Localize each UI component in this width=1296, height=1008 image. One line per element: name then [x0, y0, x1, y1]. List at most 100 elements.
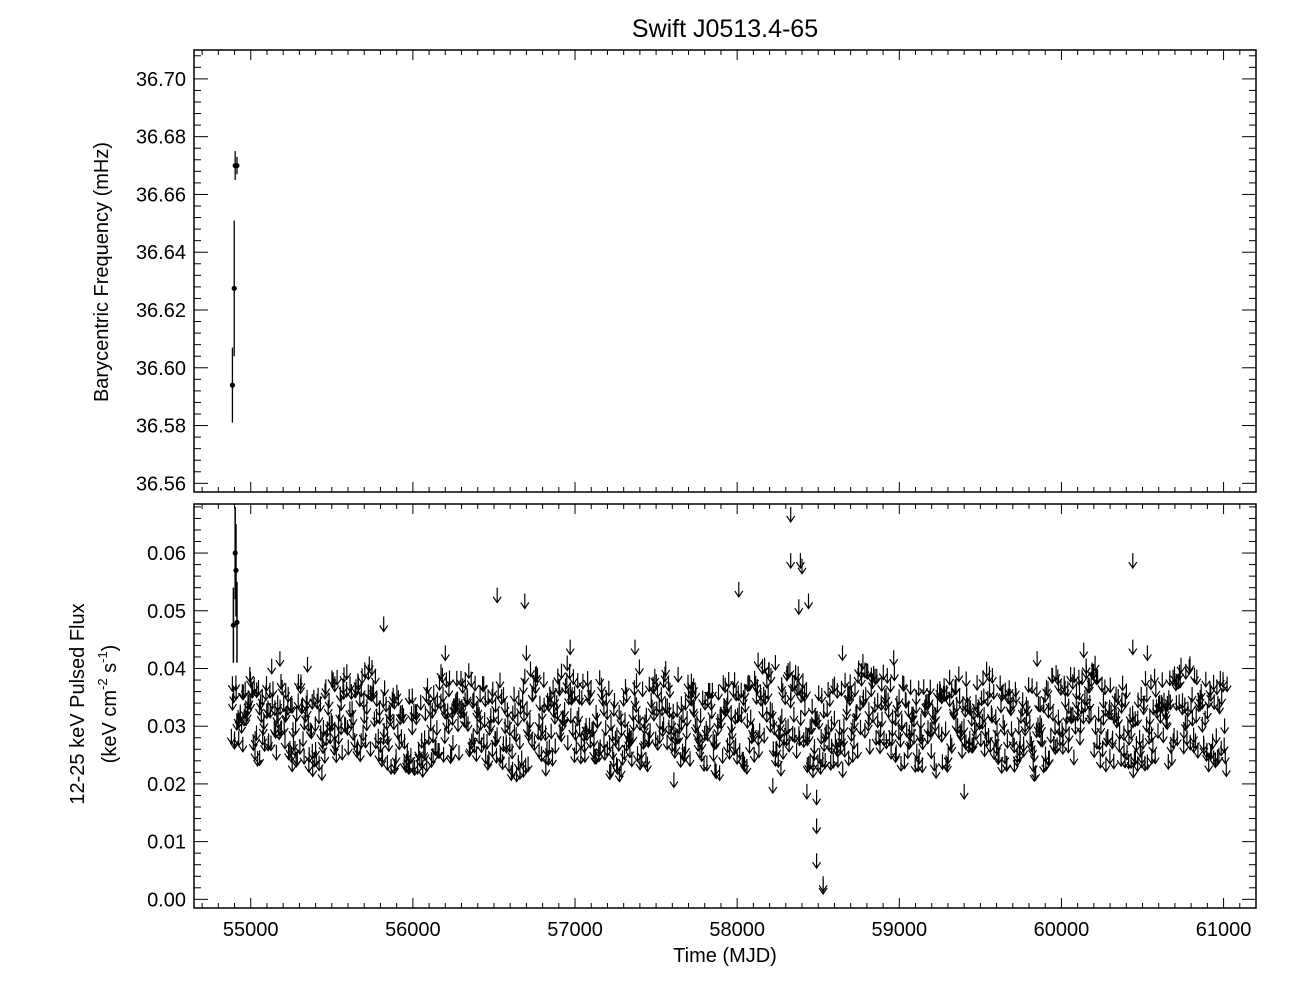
upper-limit-arrow: [933, 697, 942, 714]
upper-limit-arrow: [259, 714, 269, 731]
upper-limit-arrow: [903, 743, 913, 760]
upper-limit-arrow: [707, 703, 717, 720]
upper-limit-arrow: [629, 715, 639, 732]
upper-limit-arrow: [664, 702, 674, 719]
upper-limit-arrow: [924, 693, 933, 710]
upper-limit-arrow: [246, 695, 256, 712]
upper-limit-arrow: [443, 703, 453, 720]
upper-limit-arrow: [723, 689, 733, 706]
upper-limit-arrow: [731, 737, 741, 754]
upper-limit-arrow: [768, 712, 778, 729]
upper-limit-arrow: [555, 723, 565, 740]
upper-limit-arrow: [342, 664, 352, 681]
upper-limit-arrow: [919, 679, 929, 696]
upper-limit-arrow: [523, 756, 533, 773]
upper-limit-arrow: [227, 676, 237, 693]
upper-limit-arrow: [1101, 756, 1111, 773]
upper-limit-arrow: [883, 692, 893, 709]
upper-limit-arrow: [1086, 706, 1096, 723]
upper-limit-arrow: [653, 682, 662, 699]
upper-limit-arrow: [630, 692, 640, 709]
upper-limit-arrow: [726, 717, 736, 734]
upper-limit-arrow: [1133, 756, 1143, 773]
bottom-y-tick-labels: 0.00 0.01 0.02 0.03 0.04 0.05 0.06: [147, 543, 186, 911]
upper-limit-arrow: [918, 734, 928, 751]
upper-limit-arrow: [517, 750, 527, 767]
upper-limit-arrow: [352, 742, 362, 759]
top-y-tick-label: 36.62: [136, 300, 186, 322]
upper-limit-arrow: [877, 676, 887, 693]
upper-limit-arrow: [787, 676, 797, 693]
bottom-y-tick-label: 0.04: [147, 658, 186, 680]
upper-limit-arrow: [984, 728, 993, 745]
upper-limit-arrow: [839, 718, 849, 735]
upper-limit-arrow: [553, 668, 563, 685]
upper-limit-arrow: [1145, 709, 1155, 726]
upper-limit-arrow: [641, 707, 651, 724]
upper-limit-arrow: [555, 680, 565, 697]
upper-limit-arrow: [589, 731, 599, 748]
upper-limit-arrow: [513, 755, 523, 772]
upper-limit-arrow: [563, 735, 573, 752]
upper-limit-arrow: [760, 657, 770, 674]
upper-limit-arrow: [466, 671, 476, 688]
upper-limit-arrow: [356, 681, 366, 698]
upper-limit-arrow: [286, 697, 296, 714]
upper-limit-arrow: [311, 742, 321, 759]
upper-limit-arrow: [777, 677, 787, 694]
upper-limit-arrow: [792, 743, 802, 760]
upper-limit-arrow: [1126, 724, 1136, 741]
upper-limit-arrow: [678, 707, 688, 724]
upper-limit-arrow: [361, 732, 371, 749]
upper-limit-arrow: [287, 756, 297, 773]
upper-limit-arrow: [330, 676, 340, 693]
upper-limit-arrow: [746, 709, 756, 726]
upper-limit-arrow: [508, 761, 517, 778]
x-tick-label: 57000: [547, 919, 603, 941]
upper-limit-arrow: [1187, 687, 1197, 704]
upper-limit-arrow: [842, 700, 852, 717]
upper-limit-arrow: [891, 744, 901, 761]
x-tick-label: 56000: [385, 919, 441, 941]
upper-limit-arrow: [424, 690, 434, 707]
upper-limit-arrow: [1150, 668, 1160, 685]
upper-limit-arrow: [235, 707, 245, 724]
upper-limit-arrow: [833, 752, 843, 769]
upper-limit-arrow: [427, 702, 437, 719]
upper-limit-arrow: [768, 778, 778, 795]
x-tick-label: 58000: [709, 919, 765, 941]
upper-limit-arrow: [303, 656, 312, 673]
upper-limit-arrow: [324, 692, 334, 709]
upper-limit-arrow: [1095, 752, 1105, 769]
upper-limit-arrows: [226, 506, 1232, 896]
upper-limit-arrow: [566, 707, 576, 724]
upper-limit-arrow: [656, 687, 666, 704]
upper-limit-arrow: [439, 747, 449, 764]
upper-limit-arrow: [292, 750, 302, 767]
upper-limit-arrow: [1175, 664, 1184, 681]
bottom-plot-frame: [193, 503, 1257, 909]
top-y-tick-label: 36.60: [136, 358, 186, 380]
upper-limit-arrow: [621, 679, 630, 696]
upper-limit-arrow: [681, 695, 690, 712]
upper-limit-arrow: [965, 700, 975, 717]
upper-limit-arrow: [1208, 733, 1218, 750]
upper-limit-arrow: [926, 743, 936, 760]
upper-limit-arrow: [1128, 639, 1138, 656]
upper-limit-arrow: [767, 702, 777, 719]
upper-limit-arrow: [440, 645, 450, 662]
upper-limit-arrow: [537, 746, 546, 763]
upper-limit-arrow: [1018, 692, 1028, 709]
upper-limit-arrow: [383, 729, 392, 746]
upper-limit-arrow: [1124, 730, 1134, 747]
upper-limit-arrow: [987, 668, 997, 685]
upper-limit-arrow: [793, 666, 803, 683]
upper-limit-arrow: [647, 699, 657, 716]
upper-limit-arrow: [382, 755, 392, 772]
bottom-y-tick-label: 0.00: [147, 889, 186, 911]
upper-limit-arrow: [606, 761, 616, 778]
upper-limit-arrow: [753, 730, 763, 747]
upper-limit-arrow: [592, 713, 602, 730]
upper-limit-arrow: [978, 670, 988, 687]
upper-limit-arrow: [943, 748, 953, 765]
